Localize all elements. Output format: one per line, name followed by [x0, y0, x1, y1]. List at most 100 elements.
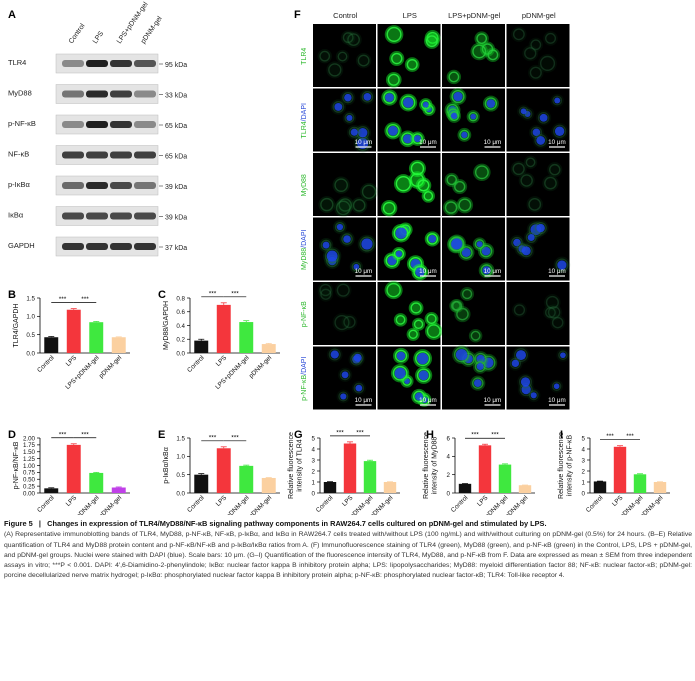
cell-nucleus — [326, 250, 338, 262]
cell-membrane — [334, 221, 345, 233]
cell-body — [332, 313, 352, 332]
cell-membrane — [468, 111, 478, 122]
cell-nucleus — [539, 113, 548, 122]
y-tick-label: 0.8 — [176, 295, 185, 302]
cell-membrane — [452, 300, 463, 311]
cell-membrane — [336, 283, 350, 297]
y-tick-label: 0.5 — [26, 332, 35, 339]
cell-nucleus — [353, 353, 362, 362]
caption-title-line: Figure 5 | Changes in expression of TLR4… — [4, 519, 692, 529]
cell-membrane — [426, 233, 439, 245]
cell-body — [317, 48, 332, 64]
significance-label: *** — [626, 433, 634, 440]
y-axis-label: intensity of p-NF-κB — [567, 434, 574, 496]
blot-protein-label: TLR4 — [8, 58, 26, 67]
micro-image — [506, 153, 570, 216]
cell-membrane — [341, 233, 353, 245]
significance-label: *** — [491, 432, 499, 439]
y-tick-label: 0.0 — [176, 350, 185, 357]
cell-nucleus — [451, 238, 463, 250]
blot-band — [134, 151, 156, 159]
cell-nucleus — [395, 250, 403, 258]
cell-nucleus — [513, 238, 521, 247]
y-tick-label: 4 — [312, 446, 316, 453]
y-tick-label: 4 — [447, 454, 451, 461]
blot-band — [110, 121, 132, 128]
bar — [518, 485, 532, 493]
y-tick-label: 1 — [312, 479, 316, 486]
cell-nucleus — [530, 392, 537, 399]
x-tick-label: Control — [36, 354, 56, 374]
bar — [66, 444, 81, 493]
scale-bar-label: 10 μm — [355, 268, 373, 275]
cell-membrane — [408, 329, 418, 340]
cell-body — [351, 197, 368, 214]
blot-kda-label: 95 kDa — [165, 62, 187, 69]
cell-membrane — [361, 184, 377, 199]
cell-body — [526, 196, 543, 213]
cell-membrane — [529, 66, 542, 79]
cell-membrane — [423, 191, 434, 201]
blot-band — [62, 90, 84, 98]
blot-kda-label: 37 kDa — [165, 245, 187, 252]
bar — [89, 472, 104, 493]
lane-label: pDNM-gel — [140, 15, 164, 45]
cell-body — [326, 61, 344, 79]
micro-column-label: LPS — [403, 11, 417, 20]
cell-nucleus — [532, 128, 541, 137]
bar — [66, 309, 81, 353]
y-tick-label: 1.0 — [176, 454, 185, 461]
cell-membrane — [344, 112, 355, 123]
blot-band — [62, 60, 84, 67]
caption-separator: | — [38, 519, 41, 528]
bar — [498, 464, 512, 493]
y-tick-label: 0.4 — [176, 323, 185, 330]
cell-membrane — [552, 95, 563, 106]
cell-nucleus — [330, 350, 339, 359]
cell-membrane — [451, 89, 465, 104]
panel-letter-c: C — [158, 289, 166, 301]
cell-membrane — [525, 157, 536, 168]
micro-image — [442, 24, 505, 87]
cell-nucleus — [515, 350, 527, 361]
cell-membrane — [320, 288, 332, 300]
y-tick-label: 0 — [447, 490, 451, 497]
bar — [478, 445, 492, 493]
blot-protein-label: MyD88 — [8, 89, 32, 98]
cell-nucleus — [476, 354, 485, 364]
cell-nucleus — [353, 263, 360, 270]
cell-membrane — [454, 180, 466, 193]
x-tick-label: LPS — [215, 354, 229, 368]
cell-nucleus — [473, 379, 482, 387]
bar — [593, 481, 607, 493]
cell-nucleus — [357, 137, 369, 150]
cell-nucleus — [322, 241, 330, 249]
blot-band — [62, 182, 84, 189]
blot-protein-label: NF-κB — [8, 150, 29, 159]
cell-nucleus — [486, 99, 496, 108]
cell-body — [335, 49, 350, 64]
cell-membrane — [530, 39, 542, 51]
cell-membrane — [383, 91, 396, 104]
scale-bar-label: 10 μm — [548, 268, 566, 275]
cell-membrane — [393, 225, 409, 241]
cell-membrane — [518, 375, 533, 389]
panel-letter-i: I — [560, 429, 563, 441]
cell-body — [527, 64, 544, 81]
x-tick-label: LPS — [341, 494, 355, 508]
cell-body — [550, 315, 566, 331]
cell-nucleus — [453, 91, 463, 102]
cell-membrane — [386, 26, 402, 42]
significance-label: *** — [336, 429, 344, 436]
bar — [111, 487, 126, 493]
blot-kda-label: 65 kDa — [165, 123, 187, 130]
lane-label: LPS — [92, 30, 106, 45]
x-tick-label: pDNM-gel — [369, 494, 394, 515]
cell-body — [332, 176, 350, 194]
cell-nucleus — [334, 102, 343, 111]
cell-membrane — [461, 288, 473, 300]
cell-nucleus — [476, 363, 484, 371]
micro-column-label: LPS+pDNM-gel — [448, 11, 501, 20]
cell-membrane — [511, 236, 523, 249]
x-tick-label: LPS — [65, 494, 79, 508]
